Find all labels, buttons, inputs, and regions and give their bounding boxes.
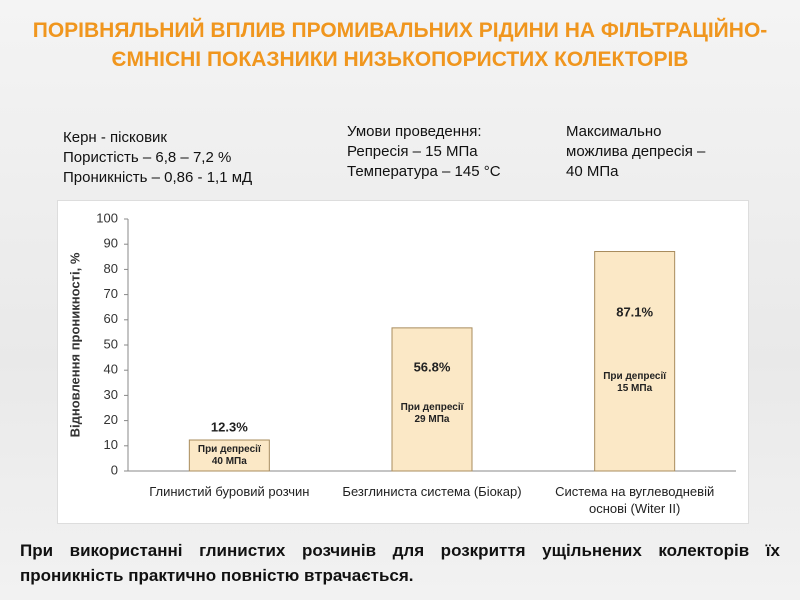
bar-note-line: 29 МПа	[414, 413, 450, 425]
y-tick-label: 80	[104, 261, 118, 276]
info-line: Репресія – 15 МПа	[347, 143, 478, 160]
bar-note-line: 40 МПа	[211, 455, 247, 467]
value-label: 56.8%	[414, 359, 451, 374]
info-line: Максимально	[566, 123, 662, 140]
info-line: Пористість – 6,8 – 7,2 %	[63, 149, 232, 166]
y-tick-label: 10	[104, 437, 118, 452]
bar	[391, 327, 473, 472]
bar	[188, 439, 270, 472]
x-tick-label: Система на вуглеводневій основі (Witer I…	[555, 484, 715, 516]
bar-note-line: 15 МПа	[617, 383, 653, 395]
chart: 0 10 20 30 40 50 60 70 80 90 100 Відновлення проник…	[67, 210, 736, 477]
info-line: 40 МПа	[566, 163, 619, 180]
info-block: Керн - пісковик Пористість – 6,8 – 7,2 %…	[63, 128, 252, 188]
y-tick-label: 100	[96, 210, 118, 225]
y-tick-label: 90	[104, 236, 118, 251]
x-tick-label: Безглиниста система (Біокар)	[342, 484, 522, 499]
info-line: Керн - пісковик	[63, 129, 167, 146]
y-tick-label: 40	[104, 362, 118, 377]
value-label: 87.1%	[616, 304, 653, 319]
y-tick-label: 70	[104, 286, 118, 301]
y-axis-label: Відновлення проникності, %	[67, 252, 82, 437]
conclusion: При використанні глинистих розчинів для …	[20, 541, 780, 585]
info-line: Температура – 145 °С	[347, 163, 501, 180]
bar	[594, 251, 676, 472]
y-tick-label: 50	[104, 336, 118, 351]
x-tick-label: Глинистий буровий розчин	[149, 484, 310, 499]
bar-note: При депресії 29 МПа	[392, 402, 472, 426]
info-line: Проникність – 0,86 - 1,1 мД	[63, 169, 253, 186]
bar-note: При депресії 40 МПа	[189, 444, 269, 468]
bar-note-line: При депресії	[603, 371, 667, 383]
info-line: Умови проведення:	[347, 123, 482, 140]
info-block: Умови проведення: Репресія – 15 МПа Темп…	[347, 122, 501, 182]
chart-area: 0 10 20 30 40 50 60 70 80 90 100 Відновлення проник…	[57, 200, 749, 524]
bar-note-line: При депресії	[400, 401, 464, 413]
slide-title: ПОРІВНЯЛЬНИЙ ВПЛИВ ПРОМИВАЛЬНИХ РІДИНИ Н…	[32, 19, 768, 71]
value-label: 12.3%	[211, 419, 248, 434]
y-tick-label: 30	[104, 387, 118, 402]
info-block: Максимально можлива депресія – 40 МПа	[566, 122, 705, 182]
y-tick-label: 20	[104, 412, 118, 427]
bar-note: При депресії 15 МПа	[595, 371, 675, 395]
info-line: можлива депресія –	[566, 143, 706, 160]
y-tick-label: 60	[104, 311, 118, 326]
bar-note-line: При депресії	[197, 443, 261, 455]
y-tick-label: 0	[111, 462, 118, 477]
